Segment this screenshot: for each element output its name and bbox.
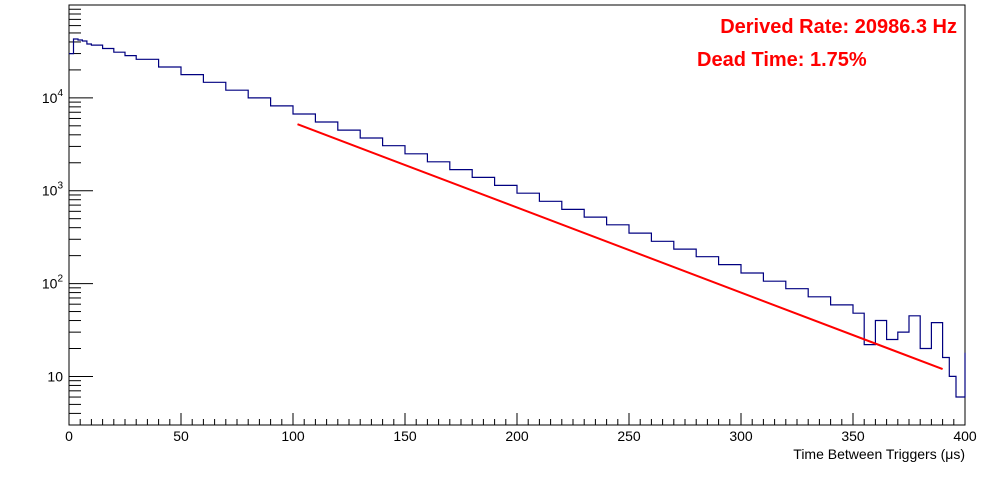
histogram-line (69, 38, 966, 398)
y-tick-label: 104 (42, 88, 64, 106)
x-tick-label: 50 (173, 428, 189, 444)
x-tick-label: 200 (505, 428, 529, 444)
x-tick-label: 150 (393, 428, 417, 444)
x-tick-label: 250 (617, 428, 641, 444)
x-tick-label: 400 (953, 428, 977, 444)
x-tick-label: 350 (841, 428, 865, 444)
axes: 0 50 100 150 200 250 300 350 400 10 102 103 104 (42, 4, 977, 444)
labels-layer: Time Between Triggers (μs) Derived Rate:… (697, 16, 965, 462)
x-tick-label: 100 (281, 428, 305, 444)
y-tick-label: 102 (42, 274, 64, 292)
y-tick-label: 103 (42, 181, 64, 199)
dead-time-annotation: Dead Time: 1.75% (697, 49, 867, 71)
y-tick-label: 10 (47, 368, 63, 384)
derived-rate-annotation: Derived Rate: 20986.3 Hz (720, 16, 957, 38)
x-axis-label: Time Between Triggers (μs) (793, 446, 965, 462)
x-tick-label: 300 (729, 428, 753, 444)
series-layer (69, 38, 966, 398)
fit-line (297, 123, 943, 371)
x-tick-label: 0 (65, 428, 73, 444)
